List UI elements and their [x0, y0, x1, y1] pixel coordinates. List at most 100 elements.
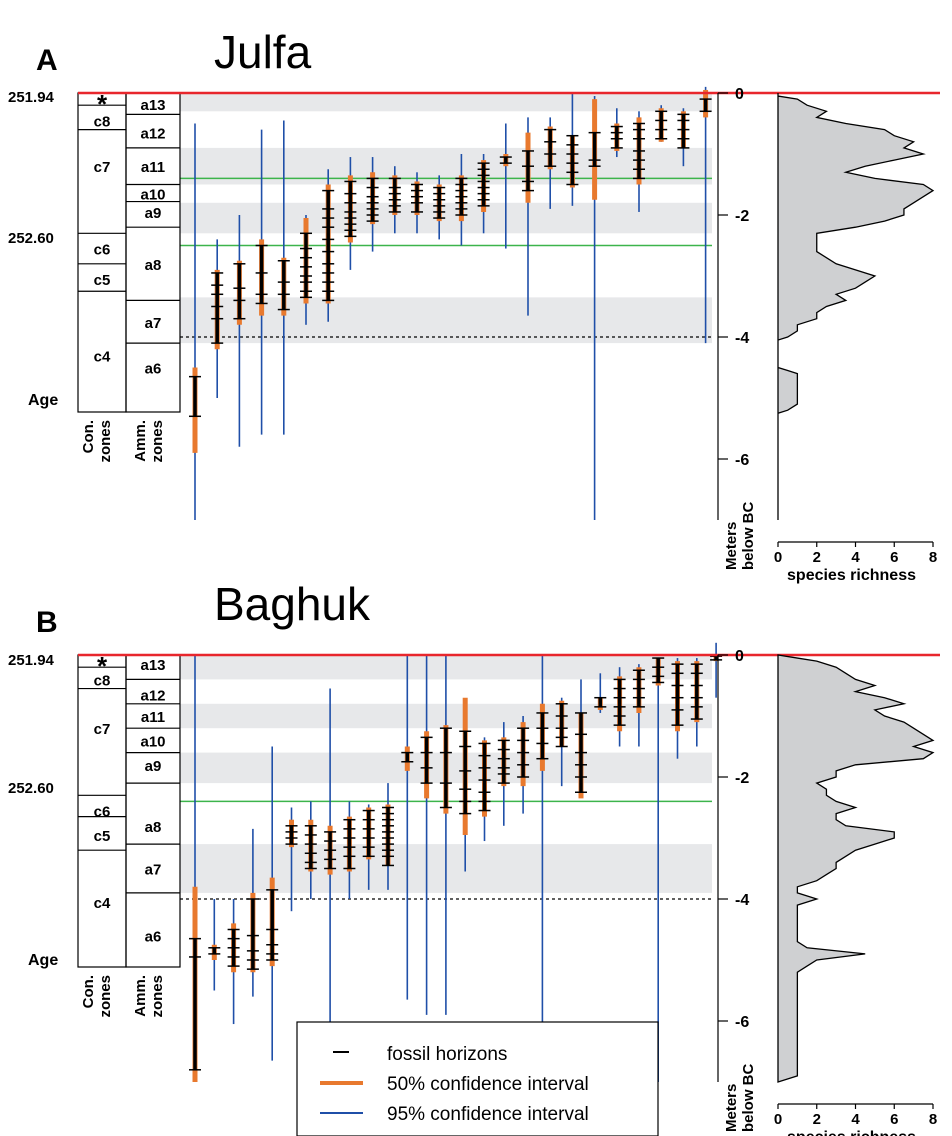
amm-zone-label: a11 [141, 159, 165, 176]
taxon-range [382, 783, 394, 890]
richness-x-tick-label: 6 [890, 1111, 898, 1128]
con-zones-title-1: Con. [80, 975, 97, 1008]
con-zone-label: c4 [94, 895, 111, 912]
amm-zone-label: a8 [145, 819, 162, 836]
taxon-range [478, 737, 491, 842]
age-mid-label: 252.60 [8, 780, 54, 797]
richness-x-tick-label: 0 [774, 549, 782, 566]
taxon-range [671, 658, 684, 759]
amm-zones-title-2: zones [149, 420, 166, 463]
taxon-range [344, 157, 357, 270]
taxon-range [555, 697, 568, 787]
amm-zone-label: a6 [145, 361, 162, 378]
panel-title: Julfa [214, 26, 312, 78]
gray-band [180, 297, 712, 344]
taxon-range [420, 655, 433, 1015]
taxon-range [544, 117, 557, 209]
taxon-range [633, 111, 645, 212]
taxon-range [277, 120, 290, 435]
richness-x-tick-label: 6 [890, 549, 898, 566]
taxon-range [575, 679, 587, 799]
taxon-range [613, 667, 626, 747]
taxon-range [300, 215, 312, 325]
legend-fossil-label: fossil horizons [387, 1044, 507, 1065]
amm-zones-title-1: Amm. [132, 420, 149, 462]
age-axis-label: Age [28, 392, 58, 409]
taxon-range [566, 93, 579, 206]
star-marker: * [97, 651, 108, 681]
star-marker: * [97, 89, 108, 119]
amm-zone-label: a11 [141, 709, 165, 726]
taxon-range [699, 86, 712, 344]
taxon-range [536, 655, 549, 1082]
amm-zone-label: a7 [145, 315, 162, 332]
taxon-range [477, 154, 490, 234]
taxon-range [366, 157, 379, 252]
taxon-range [285, 807, 298, 912]
age-mid-label: 252.60 [8, 230, 54, 247]
amm-zone-label: a13 [140, 97, 165, 114]
amm-zone-label: a10 [140, 733, 165, 750]
taxon-range [459, 697, 472, 872]
y-tick-label: -6 [735, 452, 749, 469]
taxon-range [439, 655, 452, 1015]
taxon-range [246, 828, 259, 997]
taxon-range [189, 655, 201, 1082]
taxon-range [497, 722, 510, 826]
amm-zone-label: a12 [140, 688, 165, 705]
taxon-range [227, 899, 240, 1025]
taxon-range [211, 239, 224, 398]
con-zone-label: c5 [94, 828, 111, 845]
taxon-range [343, 801, 356, 899]
con-zone-label: c8 [94, 113, 111, 130]
y-tick-label: -4 [735, 330, 749, 347]
taxon-range [677, 108, 690, 167]
y-tick-label: -4 [735, 892, 749, 909]
richness-x-tick-label: 0 [774, 1111, 782, 1128]
amm-zone-label: a6 [145, 929, 162, 946]
con-zone-label: c6 [94, 804, 111, 821]
con-zones-title-2: zones [97, 975, 114, 1018]
age-top-label: 251.94 [8, 652, 55, 669]
legend-ci95-label: 95% confidence interval [387, 1104, 589, 1125]
taxon-range [455, 154, 468, 246]
taxon-range [632, 664, 645, 747]
con-zones-title-1: Con. [80, 420, 97, 453]
richness-x-tick-label: 8 [929, 549, 937, 566]
con-zones-title-2: zones [97, 420, 114, 463]
age-top-label: 251.94 [8, 89, 55, 106]
amm-zone-label: a9 [145, 758, 162, 775]
richness-x-label: species richness [787, 1129, 916, 1136]
legend-ci50-label: 50% confidence interval [387, 1074, 589, 1095]
taxon-range [588, 96, 601, 520]
amm-zone-label: a10 [140, 187, 165, 204]
taxon-range [655, 105, 668, 142]
panel-label: A [36, 44, 58, 77]
taxon-range [517, 716, 530, 814]
taxon-range [433, 175, 446, 240]
amm-zone-label: a12 [140, 126, 165, 143]
y-tick-label: 0 [735, 648, 744, 665]
legend-box [296, 1021, 659, 1136]
y-axis-label-2: below BC [740, 1063, 757, 1132]
taxon-range [233, 215, 246, 447]
taxon-range [594, 673, 607, 713]
y-tick-label: 0 [735, 86, 744, 103]
taxon-range [255, 129, 268, 435]
legend: fossil horizons 50% confidence interval … [296, 1021, 659, 1136]
panel-label: B [36, 606, 58, 639]
con-zone-label: c7 [94, 721, 111, 738]
taxon-range [322, 169, 335, 322]
richness-x-tick-label: 2 [813, 1111, 821, 1128]
taxon-range [401, 655, 414, 1000]
y-tick-label: -6 [735, 1014, 749, 1031]
panel-b: B Baghukc8c7c6c5c4a13a12a11a10a9a8a7a6*25… [8, 578, 940, 1136]
species-richness-area [777, 93, 935, 520]
con-zone-label: c4 [94, 348, 111, 365]
y-tick-label: -2 [735, 770, 749, 787]
con-zone-label: c5 [94, 272, 111, 289]
gray-band [180, 93, 712, 112]
panel-title: Baghuk [214, 578, 371, 630]
